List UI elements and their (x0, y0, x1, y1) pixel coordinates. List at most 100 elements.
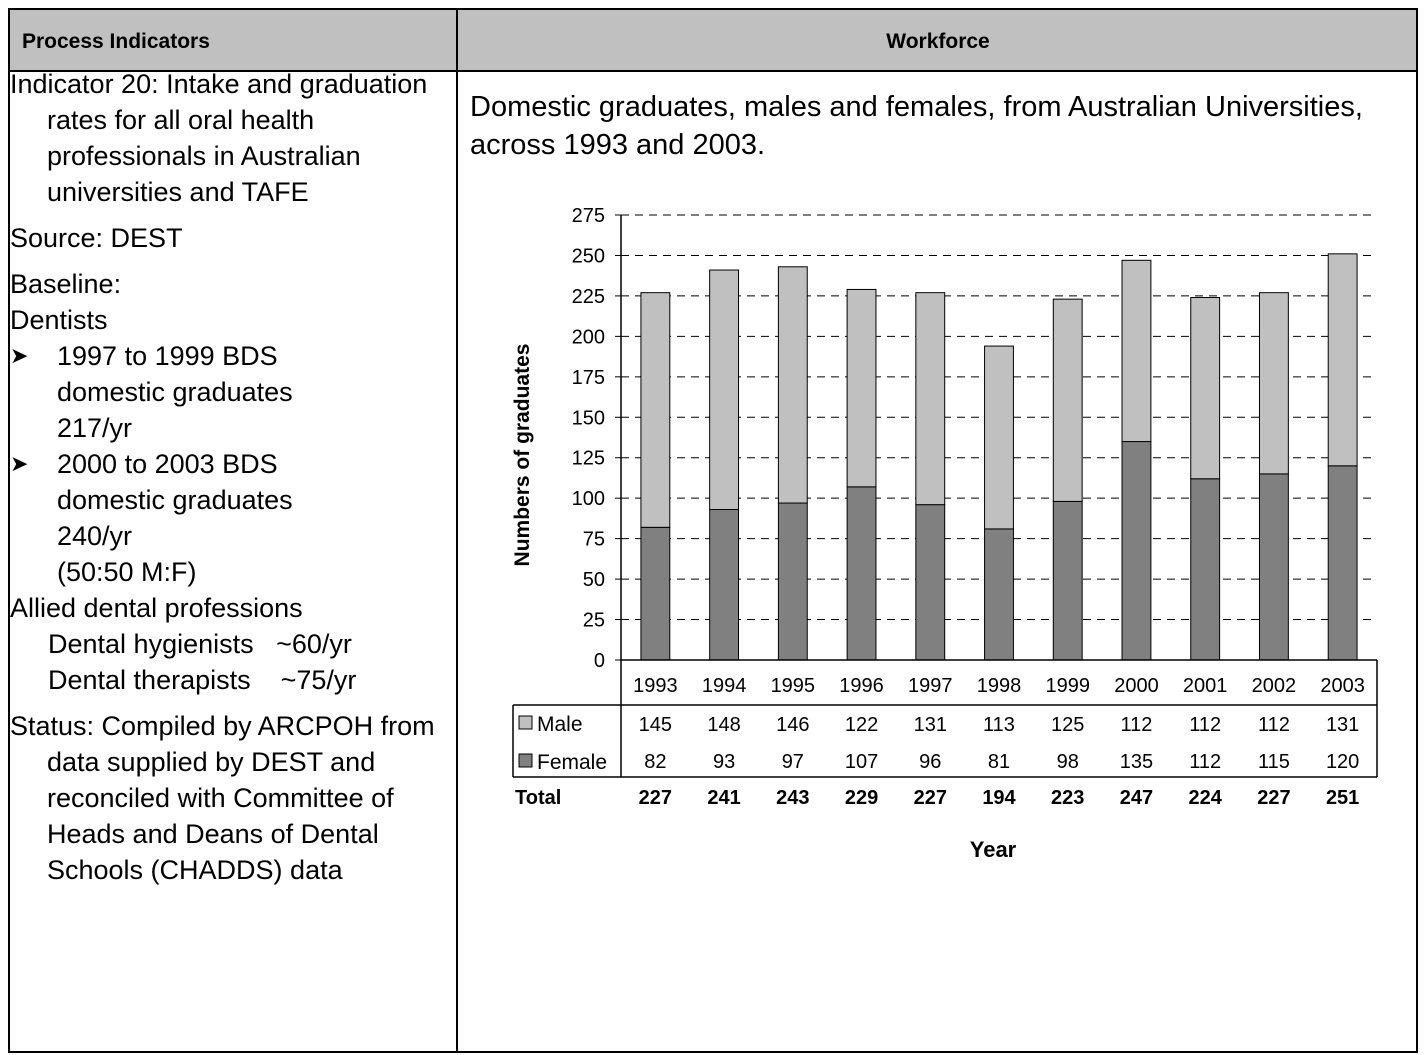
arrow-bullet-icon: ➤ (10, 451, 29, 476)
male-value: 131 (1326, 714, 1359, 736)
x-tick-label: 1994 (702, 675, 747, 697)
total-value: 227 (1257, 787, 1290, 809)
dentists-label: Dentists (10, 305, 108, 335)
bullet-line: domestic graduates (57, 485, 293, 515)
bar-female (777, 502, 808, 661)
bar-male (1190, 297, 1221, 480)
header-workforce: Workforce (886, 30, 990, 53)
male-value: 145 (639, 714, 672, 736)
female-value: 97 (782, 751, 804, 773)
bullet-line: 2000 to 2003 BDS (57, 449, 278, 479)
bar-female (1327, 465, 1358, 661)
status-text: Status: Compiled by ARCPOH from data sup… (10, 711, 435, 885)
bar-female (915, 504, 946, 661)
female-value: 115 (1258, 751, 1290, 773)
total-value: 243 (776, 787, 809, 809)
bar-male (846, 288, 877, 488)
x-tick-label: 2003 (1320, 675, 1365, 697)
legend-female-label: Female (537, 751, 607, 774)
bullet-item: ➤ 1997 to 1999 BDS domestic graduates 21… (10, 338, 440, 446)
male-value: 113 (983, 714, 1015, 736)
source-text: Source: DEST (10, 223, 183, 253)
x-tick-label: 1998 (977, 675, 1022, 697)
x-tick-label: 1996 (839, 675, 884, 697)
male-value: 122 (845, 714, 878, 736)
total-value: 194 (982, 787, 1016, 809)
female-value: 135 (1120, 751, 1153, 773)
legend-male-swatch (518, 715, 533, 730)
male-value: 112 (1189, 714, 1221, 736)
total-value: 223 (1051, 787, 1084, 809)
female-value: 81 (988, 751, 1010, 773)
y-tick-label: 200 (572, 326, 605, 348)
bar-female (709, 509, 740, 661)
y-tick-label: 225 (572, 286, 605, 308)
male-value: 112 (1121, 714, 1153, 736)
baseline-label: Baseline: (10, 269, 122, 299)
indicator-text: Indicator 20: Intake and graduation rate… (10, 69, 428, 207)
y-tick-label: 250 (572, 245, 605, 267)
y-tick-label: 275 (572, 205, 605, 227)
bullet-line: 217/yr (57, 413, 133, 443)
y-tick-label: 100 (572, 488, 605, 510)
y-axis-title: Numbers of graduates (511, 344, 534, 567)
y-tick-label: 75 (583, 529, 605, 551)
arrow-bullet-icon: ➤ (10, 343, 29, 368)
allied-label: Allied dental professions (10, 593, 303, 623)
female-value: 96 (919, 751, 941, 773)
total-value: 241 (707, 787, 740, 809)
y-tick-label: 175 (572, 367, 605, 389)
x-tick-label: 2000 (1114, 675, 1159, 697)
bullet-item: ➤ 2000 to 2003 BDS domestic graduates 24… (10, 446, 440, 590)
allied-hygienists: Dental hygienists ~60/yr (48, 629, 352, 659)
table-header: Process Indicators Workforce (10, 10, 1416, 72)
total-value: 251 (1326, 787, 1359, 809)
totals-label: Total (515, 787, 561, 809)
indicator-table: Process Indicators Workforce (8, 8, 1418, 1053)
x-tick-label: 1993 (633, 675, 678, 697)
legend-male-label: Male (537, 713, 583, 736)
total-value: 227 (914, 787, 947, 809)
bullet-line: 240/yr (57, 521, 133, 551)
allied-therapists: Dental therapists ~75/yr (48, 665, 357, 695)
bar-female (1121, 441, 1152, 661)
bar-female (984, 528, 1014, 661)
female-value: 120 (1326, 751, 1359, 773)
legend-female-swatch (518, 753, 533, 768)
male-value: 112 (1258, 714, 1290, 736)
female-value: 82 (644, 751, 666, 773)
y-tick-label: 150 (572, 407, 605, 429)
header-process-indicators: Process Indicators (22, 30, 210, 53)
x-tick-label: 1995 (771, 675, 816, 697)
male-value: 146 (776, 714, 809, 736)
male-value: 131 (914, 714, 947, 736)
x-tick-label: 2001 (1183, 675, 1228, 697)
bar-male (640, 292, 671, 528)
x-tick-label: 2002 (1252, 675, 1297, 697)
male-value: 125 (1051, 714, 1084, 736)
bar-female (846, 486, 877, 661)
female-value: 112 (1189, 751, 1221, 773)
total-value: 229 (845, 787, 878, 809)
x-axis-title: Year (970, 837, 1017, 862)
column-divider (456, 10, 458, 1051)
y-tick-label: 25 (583, 610, 605, 632)
total-value: 227 (639, 787, 672, 809)
bar-male (915, 292, 946, 506)
x-tick-label: 1999 (1045, 675, 1090, 697)
y-tick-label: 50 (583, 569, 605, 591)
bullet-line: 1997 to 1999 BDS (57, 341, 278, 371)
bullet-line: (50:50 M:F) (57, 557, 197, 587)
bullet-line: domestic graduates (57, 377, 293, 407)
bar-female (1190, 478, 1221, 661)
y-tick-label: 125 (572, 448, 605, 470)
male-value: 148 (707, 714, 740, 736)
bar-male (984, 345, 1014, 530)
left-panel: Indicator 20: Intake and graduation rate… (10, 66, 440, 888)
bar-female (640, 526, 671, 661)
y-tick-label: 0 (594, 650, 605, 672)
bar-male (709, 269, 740, 511)
chart-caption: Domestic graduates, males and females, f… (470, 91, 1363, 161)
